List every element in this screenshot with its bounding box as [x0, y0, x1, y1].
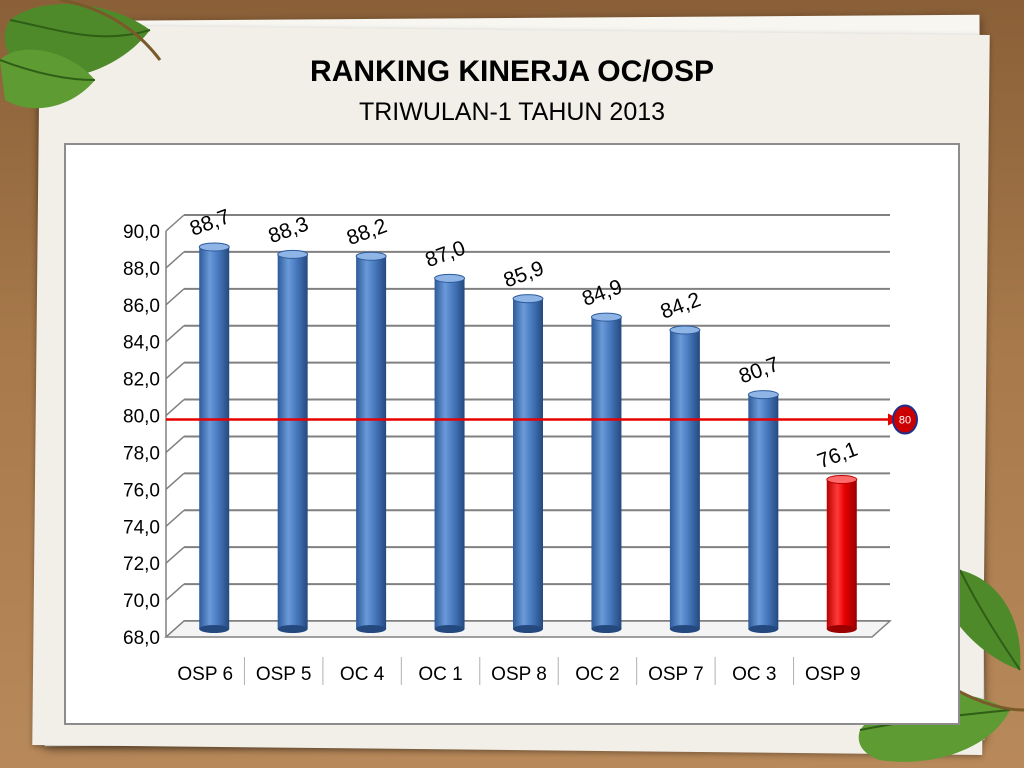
bar-top: [512, 294, 544, 304]
bar-body: [513, 298, 543, 629]
grid-diagonal: [165, 214, 185, 232]
data-label: 84,2: [658, 288, 704, 324]
y-tick-label: 72,0: [123, 554, 160, 575]
leaf-top-left-icon: [0, 0, 162, 109]
y-tick-label: 86,0: [123, 296, 160, 317]
y-tick-label: 82,0: [123, 370, 160, 391]
bar-base: [199, 625, 230, 633]
x-tick-label: OC 4: [340, 664, 385, 685]
x-tick-label: OC 3: [732, 664, 776, 685]
bar-body: [434, 278, 465, 629]
bar-base: [277, 625, 308, 633]
data-label: 85,9: [501, 257, 547, 293]
grid-diagonal: [165, 251, 185, 269]
x-tick-label: OSP 5: [256, 664, 312, 685]
y-tick-label: 84,0: [123, 333, 160, 354]
y-tick-label: 78,0: [123, 443, 160, 464]
grid-diagonal: [165, 325, 185, 343]
y-tick-label: 90,0: [123, 222, 160, 243]
y-tick-label: 88,0: [123, 259, 160, 280]
bar-oc-3: [747, 390, 779, 633]
bar-oc-4: [355, 251, 387, 633]
target-badge: [892, 404, 918, 435]
data-label: 84,9: [579, 275, 625, 311]
chart-container: 68,0 70,0 72,0 74,0 76,0 78,0 80,0 82,0 84,0 86,0…: [64, 143, 960, 725]
bar-osp-8: [512, 294, 544, 633]
target-badge-label: 80: [899, 415, 911, 427]
grid-diagonal: [165, 546, 185, 564]
y-tick-label: 76,0: [123, 480, 160, 501]
data-label: 88,7: [187, 205, 233, 241]
bar-base: [356, 625, 387, 633]
bar-top: [590, 312, 622, 322]
x-tick-label: OC 1: [418, 664, 462, 685]
bar-body: [826, 479, 857, 629]
bar-osp-6: [198, 242, 230, 633]
grid-diagonal: [165, 288, 185, 306]
data-label: 87,0: [422, 236, 468, 272]
x-tick-label: OSP 7: [648, 664, 704, 685]
bar-body: [748, 394, 779, 629]
bar-base: [434, 625, 465, 633]
data-label: 88,2: [344, 214, 390, 250]
x-tick-label: OSP 8: [491, 664, 547, 685]
x-tick-label: OSP 9: [805, 664, 861, 685]
bar-body: [199, 246, 230, 629]
bar-osp-5: [277, 249, 309, 633]
bar-base: [826, 625, 857, 633]
bar-top: [277, 249, 309, 259]
bar-top: [826, 475, 858, 485]
bar-base: [669, 625, 700, 633]
bar-osp-9: [826, 475, 858, 633]
y-tick-label: 70,0: [123, 591, 160, 612]
slide-title: RANKING KINERJA OC/OSP: [310, 55, 714, 88]
bar-top: [355, 251, 387, 261]
data-label: 80,7: [736, 353, 782, 389]
data-label: 76,1: [814, 438, 860, 474]
grid-diagonal: [165, 435, 185, 454]
bar-base: [748, 625, 779, 633]
bar-body: [356, 256, 387, 629]
slide-subtitle: TRIWULAN-1 TAHUN 2013: [358, 98, 666, 126]
grid-diagonal: [165, 362, 185, 380]
grid-diagonal: [165, 472, 185, 490]
x-tick-label: OC 2: [575, 664, 619, 685]
bar-top: [747, 390, 779, 400]
grid-diagonal: [165, 509, 185, 527]
x-tick-label: OSP 6: [177, 664, 233, 685]
bar-base: [591, 625, 622, 633]
grid-diagonal: [165, 583, 185, 601]
bar-chart: 68,0 70,0 72,0 74,0 76,0 78,0 80,0 82,0 84,0 86,0…: [123, 205, 918, 685]
bar-body: [669, 330, 700, 629]
bar-oc-2: [590, 312, 622, 633]
y-tick-label: 80,0: [123, 407, 160, 428]
bar-oc-1: [434, 273, 466, 633]
bar-top: [198, 242, 230, 252]
data-label: 88,3: [265, 212, 311, 248]
grid-diagonal: [165, 398, 185, 417]
bar-osp-7: [669, 325, 701, 633]
bar-body: [591, 317, 622, 629]
y-tick-label: 74,0: [123, 517, 160, 538]
bar-base: [513, 625, 543, 633]
bar-body: [277, 254, 308, 629]
y-tick-label: 68,0: [123, 628, 160, 649]
bar-top: [434, 273, 466, 283]
bar-top: [669, 325, 701, 335]
